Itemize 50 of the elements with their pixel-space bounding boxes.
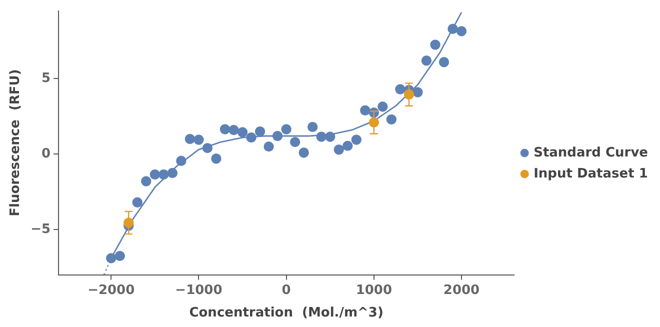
point: [421, 55, 432, 66]
point: [395, 84, 406, 94]
y-tick-label: 5: [41, 71, 51, 86]
x-tick-label: 2000: [443, 282, 480, 298]
point: [281, 124, 292, 134]
point: [430, 40, 440, 50]
point: [264, 141, 274, 152]
point: [386, 114, 397, 125]
point: [176, 156, 186, 166]
point: [298, 148, 309, 158]
point: [106, 253, 116, 264]
point: [342, 140, 353, 151]
point: [228, 124, 239, 136]
point: [254, 126, 266, 137]
point: [378, 101, 388, 112]
x-axis-title: Concentration (Mol./m^3): [189, 306, 384, 321]
x-tick-label: 1000: [356, 282, 392, 298]
point: [290, 136, 300, 148]
point: [194, 134, 204, 145]
point: [456, 26, 467, 36]
y-tick-label: 0: [41, 146, 51, 162]
point: [272, 130, 283, 142]
point: [158, 169, 169, 180]
x-tick-label: 0: [282, 282, 291, 298]
point: [351, 134, 362, 145]
point: [360, 105, 370, 116]
point: [141, 176, 152, 186]
point: [211, 154, 222, 164]
legend-label: Standard Curve: [534, 145, 648, 160]
point: [307, 122, 318, 132]
point: [246, 132, 256, 143]
point: [316, 132, 326, 142]
point: [237, 127, 248, 138]
point: [132, 197, 142, 208]
y-axis-title: Fluorescence (RFU): [8, 69, 24, 216]
point: [448, 24, 458, 34]
point: [150, 169, 160, 180]
point: [114, 250, 125, 262]
point: [334, 144, 344, 155]
point: [184, 134, 196, 144]
x-tick-label: −1000: [175, 282, 222, 298]
point: [325, 132, 336, 142]
point: [167, 168, 178, 178]
x-tick-label: −2000: [88, 282, 135, 298]
point: [202, 142, 213, 154]
point: [412, 87, 423, 98]
point: [220, 124, 230, 134]
point: [438, 56, 450, 68]
legend-label: Input Dataset 1: [534, 166, 648, 182]
y-tick-label: −5: [30, 222, 51, 237]
